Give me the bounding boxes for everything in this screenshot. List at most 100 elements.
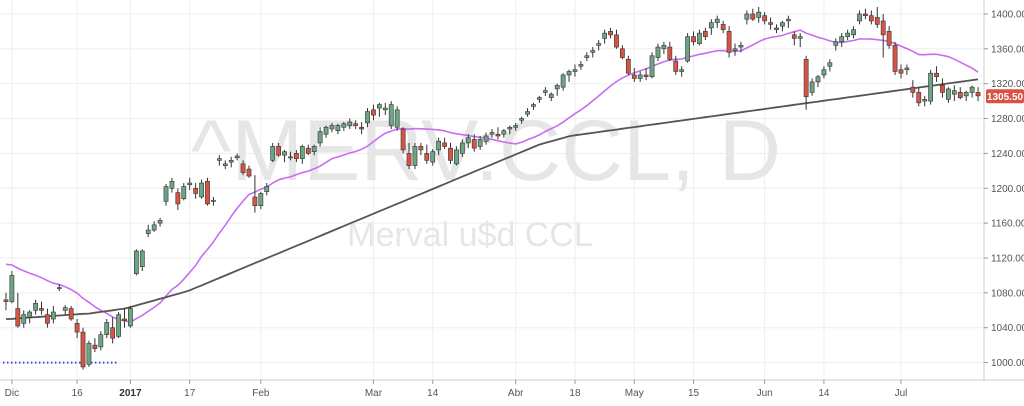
- candle-body: [371, 109, 376, 116]
- candle: [797, 33, 803, 48]
- candle-body: [679, 69, 685, 72]
- candle: [430, 149, 436, 166]
- candle: [827, 59, 833, 72]
- last-price-tag: 1305.50: [986, 89, 1024, 104]
- candle: [507, 125, 513, 135]
- x-axis[interactable]: Dic 16 2017 17 Feb Mar 14 Abr 18 May 15 Jun 14 Jul: [5, 380, 908, 399]
- candle: [572, 64, 578, 77]
- candle: [222, 160, 228, 170]
- candle: [714, 15, 720, 28]
- candle-body: [169, 180, 175, 189]
- candle: [679, 66, 685, 77]
- candle: [246, 165, 252, 178]
- candle-body: [234, 155, 240, 159]
- candle-body: [762, 15, 768, 22]
- candle: [868, 10, 874, 25]
- candle-body: [501, 130, 507, 135]
- candle: [531, 102, 536, 110]
- candle: [963, 90, 969, 102]
- candle: [311, 144, 317, 156]
- candle: [785, 15, 791, 28]
- candle: [940, 78, 945, 98]
- candle: [371, 104, 376, 121]
- candle-body: [596, 43, 602, 46]
- candle: [892, 41, 898, 75]
- candle: [744, 10, 750, 25]
- candle: [560, 73, 566, 91]
- candle-body: [448, 147, 453, 161]
- candle-body: [928, 72, 933, 102]
- candle: [738, 41, 744, 53]
- candle: [620, 45, 625, 60]
- candle-body: [785, 18, 791, 22]
- candle-body: [809, 81, 815, 93]
- candle-body: [963, 92, 969, 97]
- candle-body: [821, 69, 827, 76]
- candle-body: [898, 69, 904, 74]
- candle-body: [323, 126, 329, 135]
- candle-body: [537, 97, 542, 100]
- candle: [643, 67, 649, 81]
- candle-body: [27, 311, 33, 318]
- candle: [80, 327, 86, 370]
- candle: [388, 101, 394, 129]
- candle: [27, 310, 33, 324]
- candle-body: [128, 308, 133, 327]
- ma-long-line: [6, 78, 979, 320]
- y-tick-label: 1080.00: [991, 288, 1024, 299]
- candle-body: [975, 92, 981, 97]
- y-axis[interactable]: 1400.00 1360.00 1320.00 1280.00 1240.00 1200.…: [984, 9, 1024, 369]
- candle: [216, 155, 222, 166]
- candle-body: [495, 133, 501, 137]
- candle-body: [744, 13, 750, 20]
- candle: [145, 224, 151, 238]
- candle: [45, 308, 50, 328]
- x-tick-label: 14: [427, 388, 439, 399]
- candle-body: [288, 156, 293, 159]
- candle-body: [122, 318, 127, 322]
- candle-body: [608, 31, 613, 36]
- candle-body: [768, 22, 773, 25]
- candle: [270, 142, 276, 163]
- candle: [833, 38, 839, 51]
- candle: [341, 122, 347, 131]
- candle: [839, 33, 845, 48]
- candle-body: [163, 186, 169, 202]
- candle-body: [548, 93, 554, 98]
- candle: [3, 292, 9, 311]
- candle-body: [157, 220, 163, 224]
- candle: [625, 55, 631, 75]
- candle-body: [691, 36, 696, 43]
- candle-body: [377, 104, 382, 109]
- candle-body: [151, 224, 157, 231]
- candle-body: [412, 146, 418, 166]
- candle-body: [880, 20, 886, 36]
- candle-body: [347, 121, 353, 126]
- candle: [86, 340, 92, 367]
- candle: [863, 8, 868, 20]
- candle-body: [590, 50, 596, 53]
- candle: [151, 221, 157, 232]
- candle: [442, 137, 447, 150]
- candle: [762, 12, 768, 25]
- candle: [732, 43, 738, 56]
- candle: [9, 271, 15, 304]
- candle: [928, 69, 933, 105]
- x-tick-label: Jul: [895, 388, 908, 399]
- candle: [483, 132, 489, 145]
- candle: [661, 41, 667, 55]
- candle: [685, 33, 690, 63]
- candle: [554, 83, 560, 96]
- candle-body: [56, 287, 62, 289]
- candle-body: [791, 34, 797, 39]
- candle: [68, 305, 74, 321]
- candle-body: [714, 18, 720, 23]
- candle: [98, 331, 104, 351]
- candle-body: [424, 153, 430, 161]
- candle-body: [637, 74, 643, 79]
- candle-body: [661, 45, 667, 50]
- candle-body: [92, 344, 98, 349]
- candles: [3, 6, 981, 370]
- candle: [459, 139, 465, 157]
